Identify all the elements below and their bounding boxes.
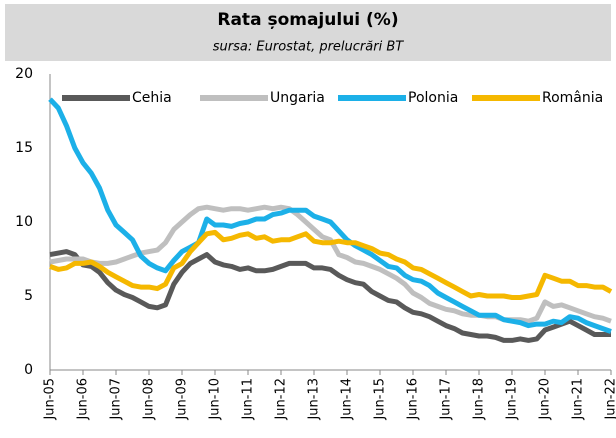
x-tick-label: Jun-21 <box>571 378 586 421</box>
y-tick-label: 20 <box>15 66 33 82</box>
x-tick-label: Jun-07 <box>109 378 124 421</box>
x-tick-label: Jun-13 <box>307 378 322 421</box>
x-tick-label: Jun-05 <box>43 378 58 421</box>
x-tick-label: Jun-14 <box>340 378 355 421</box>
legend-label: Polonia <box>408 90 458 106</box>
chart-subtitle: sursa: Eurostat, prelucrări BT <box>213 40 404 55</box>
legend-label: România <box>542 90 603 106</box>
x-tick-label: Jun-18 <box>472 378 487 421</box>
x-tick-label: Jun-19 <box>505 378 520 421</box>
x-tick-label: Jun-20 <box>538 378 553 421</box>
legend-label: Cehia <box>132 90 172 106</box>
x-tick-label: Jun-09 <box>175 378 190 421</box>
x-tick-label: Jun-15 <box>373 378 388 421</box>
y-tick-label: 15 <box>15 140 33 156</box>
x-tick-label: Jun-10 <box>208 378 223 421</box>
x-tick-label: Jun-11 <box>241 378 256 421</box>
x-tick-label: Jun-06 <box>76 378 91 421</box>
y-tick-label: 10 <box>15 214 33 230</box>
x-tick-label: Jun-22 <box>604 378 616 421</box>
x-tick-label: Jun-12 <box>274 378 289 421</box>
y-tick-label: 0 <box>24 362 33 378</box>
x-tick-label: Jun-16 <box>406 378 421 421</box>
y-tick-label: 5 <box>24 288 33 304</box>
x-tick-label: Jun-17 <box>439 378 454 421</box>
x-tick-label: Jun-08 <box>142 378 157 421</box>
chart-title: Rata șomajului (%) <box>217 10 398 30</box>
legend-label: Ungaria <box>270 90 325 106</box>
